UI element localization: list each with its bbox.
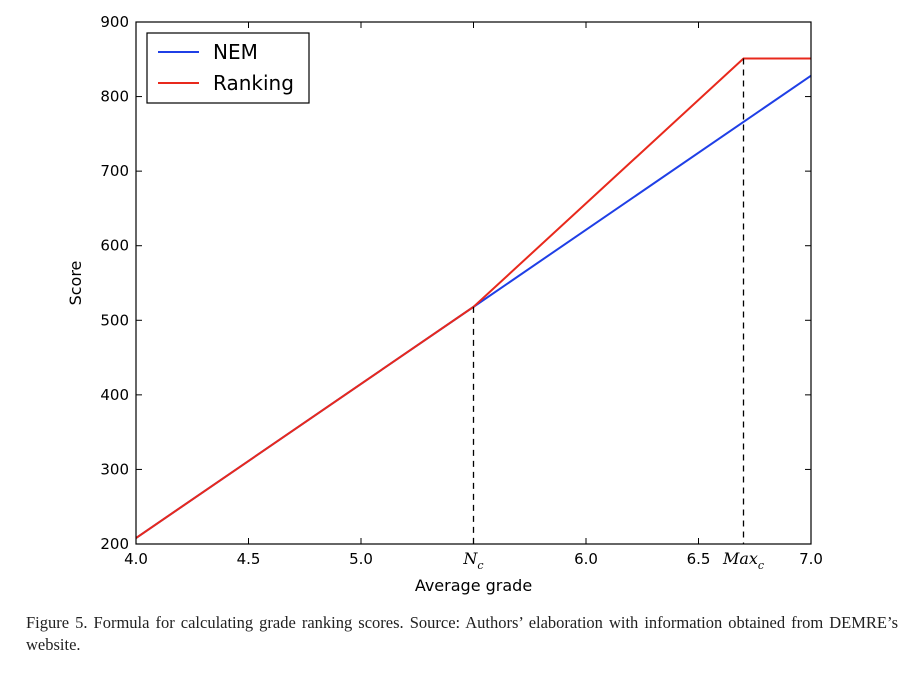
marker-label: Maxc bbox=[722, 549, 764, 572]
y-tick-label: 800 bbox=[100, 88, 129, 106]
x-tick-label: 4.0 bbox=[124, 550, 148, 568]
y-tick-label: 600 bbox=[100, 237, 129, 255]
x-tick-label: 4.5 bbox=[237, 550, 261, 568]
legend-label-nem: NEM bbox=[213, 40, 258, 64]
x-tick-label: 6.5 bbox=[687, 550, 711, 568]
figure-caption: Figure 5. Formula for calculating grade … bbox=[26, 613, 898, 654]
y-tick-label: 500 bbox=[100, 311, 129, 329]
y-tick-label: 700 bbox=[100, 162, 129, 180]
chart: 4.0 4.5 5.0 6.0 6.5 7.0 200 300 400 500 600 700 800 9… bbox=[66, 13, 823, 595]
x-tick-label: 6.0 bbox=[574, 550, 598, 568]
legend: NEM Ranking bbox=[146, 32, 310, 104]
y-axis-title: Score bbox=[66, 261, 85, 306]
marker-label-main: N bbox=[462, 549, 478, 568]
legend-label-ranking: Ranking bbox=[213, 71, 294, 95]
marker-label-sub: c bbox=[758, 559, 764, 572]
marker-label: Nc bbox=[462, 549, 483, 572]
marker-label-main: Max bbox=[722, 549, 758, 568]
x-tick-label: 5.0 bbox=[349, 550, 373, 568]
y-tick-label: 300 bbox=[100, 460, 129, 478]
y-tick-label: 900 bbox=[100, 13, 129, 31]
annotations: Nc Maxc bbox=[462, 58, 764, 572]
series-line-ranking bbox=[135, 57, 811, 539]
marker-label-sub: c bbox=[477, 559, 483, 572]
x-tick-label: 7.0 bbox=[799, 550, 823, 568]
axis-ticks: 4.0 4.5 5.0 6.0 6.5 7.0 200 300 400 500 600 700 800 9… bbox=[100, 13, 823, 568]
y-tick-label: 400 bbox=[100, 386, 129, 404]
x-axis-title: Average grade bbox=[415, 576, 532, 595]
legend-box bbox=[146, 32, 310, 104]
y-tick-label: 200 bbox=[100, 535, 129, 553]
